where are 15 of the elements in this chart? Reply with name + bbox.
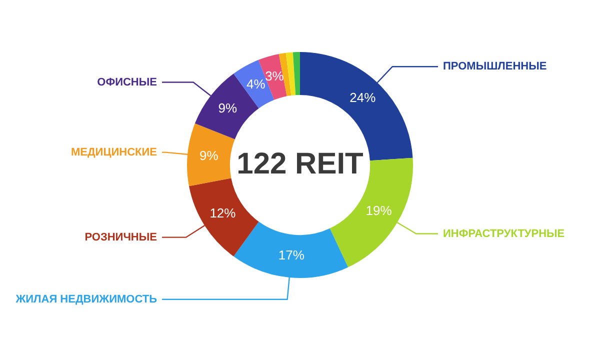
data-label: 19%: [366, 203, 392, 218]
data-label: 24%: [350, 90, 376, 105]
data-label: 9%: [218, 100, 238, 116]
slice-label: ЖИЛАЯ НЕДВИЖИМОСТЬ: [14, 293, 158, 306]
slice-label: РОЗНИЧНЫЕ: [84, 231, 157, 244]
data-label: 12%: [210, 206, 236, 221]
slice-label: МЕДИЦИНСКИЕ: [70, 146, 157, 158]
slice-label: ИНФРАСТРУКТУРНЫЕ: [443, 228, 565, 240]
data-label: 4%: [246, 76, 266, 92]
data-label: 3%: [265, 68, 284, 84]
slice-label: ОФИСНЫЕ: [97, 76, 157, 88]
text: 122 REIT: [236, 147, 364, 180]
data-label: 17%: [278, 248, 305, 263]
data-label: 9%: [199, 148, 219, 163]
slice-label: ПРОМЫШЛЕННЫЕ: [443, 60, 547, 73]
